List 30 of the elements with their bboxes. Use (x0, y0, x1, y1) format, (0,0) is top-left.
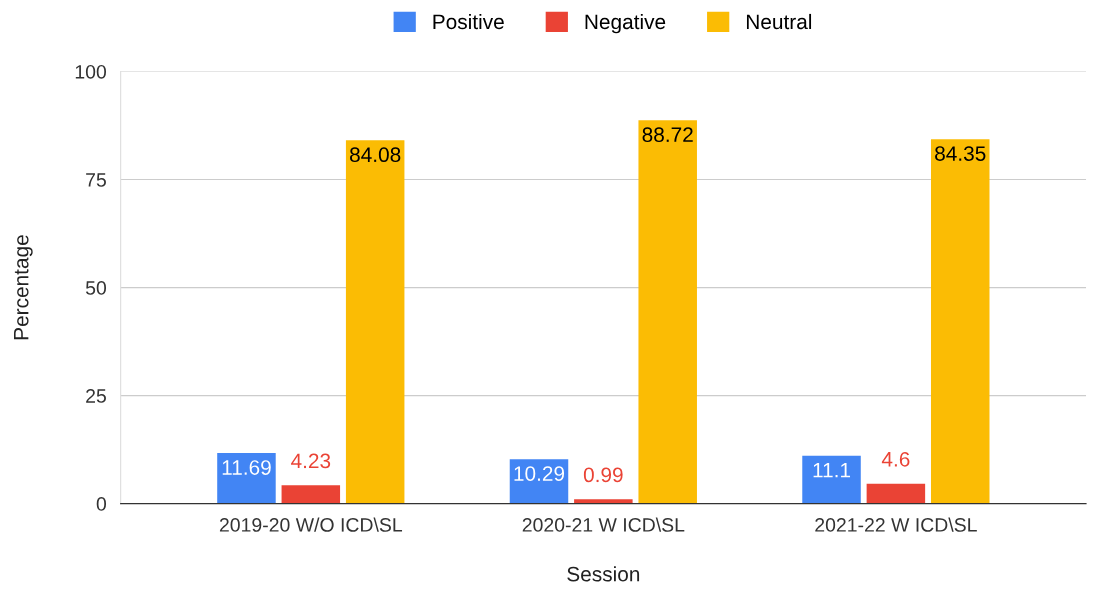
bar (217, 453, 276, 504)
data-label: 11.69 (222, 460, 271, 475)
x-tick-label: 2019-20 W/O ICD\SL (219, 517, 403, 532)
bar (802, 455, 861, 504)
x-axis-title: Session (567, 566, 640, 582)
y-tick-label: 0 (96, 497, 107, 511)
x-tick-label: 2020-21 W ICD\SL (522, 517, 685, 532)
legend-label: Negative (585, 13, 666, 34)
y-tick-label: 100 (75, 64, 107, 79)
data-label: 4.6 (881, 451, 910, 467)
data-label: 11.1 (813, 462, 851, 478)
data-label: 84.35 (935, 146, 986, 161)
bar (866, 483, 926, 504)
data-label: 0.99 (583, 467, 623, 483)
data-label: 84.08 (350, 147, 401, 163)
data-label: 10.29 (514, 466, 565, 481)
y-tick-label: 25 (86, 389, 106, 403)
bar (930, 139, 990, 504)
bar (281, 485, 341, 504)
legend-label: Neutral (746, 13, 812, 30)
data-label: 88.72 (642, 127, 693, 143)
data-label: 4.23 (291, 453, 331, 469)
y-tick-label: 50 (85, 281, 107, 295)
legend-label: Positive (433, 13, 504, 30)
bar (345, 140, 405, 504)
y-axis-title: Percentage (14, 235, 33, 340)
y-tick-label: 75 (86, 173, 106, 187)
x-tick-label: 2021-22 W ICD\SL (815, 517, 977, 532)
bar (638, 120, 697, 504)
bar (574, 499, 633, 504)
